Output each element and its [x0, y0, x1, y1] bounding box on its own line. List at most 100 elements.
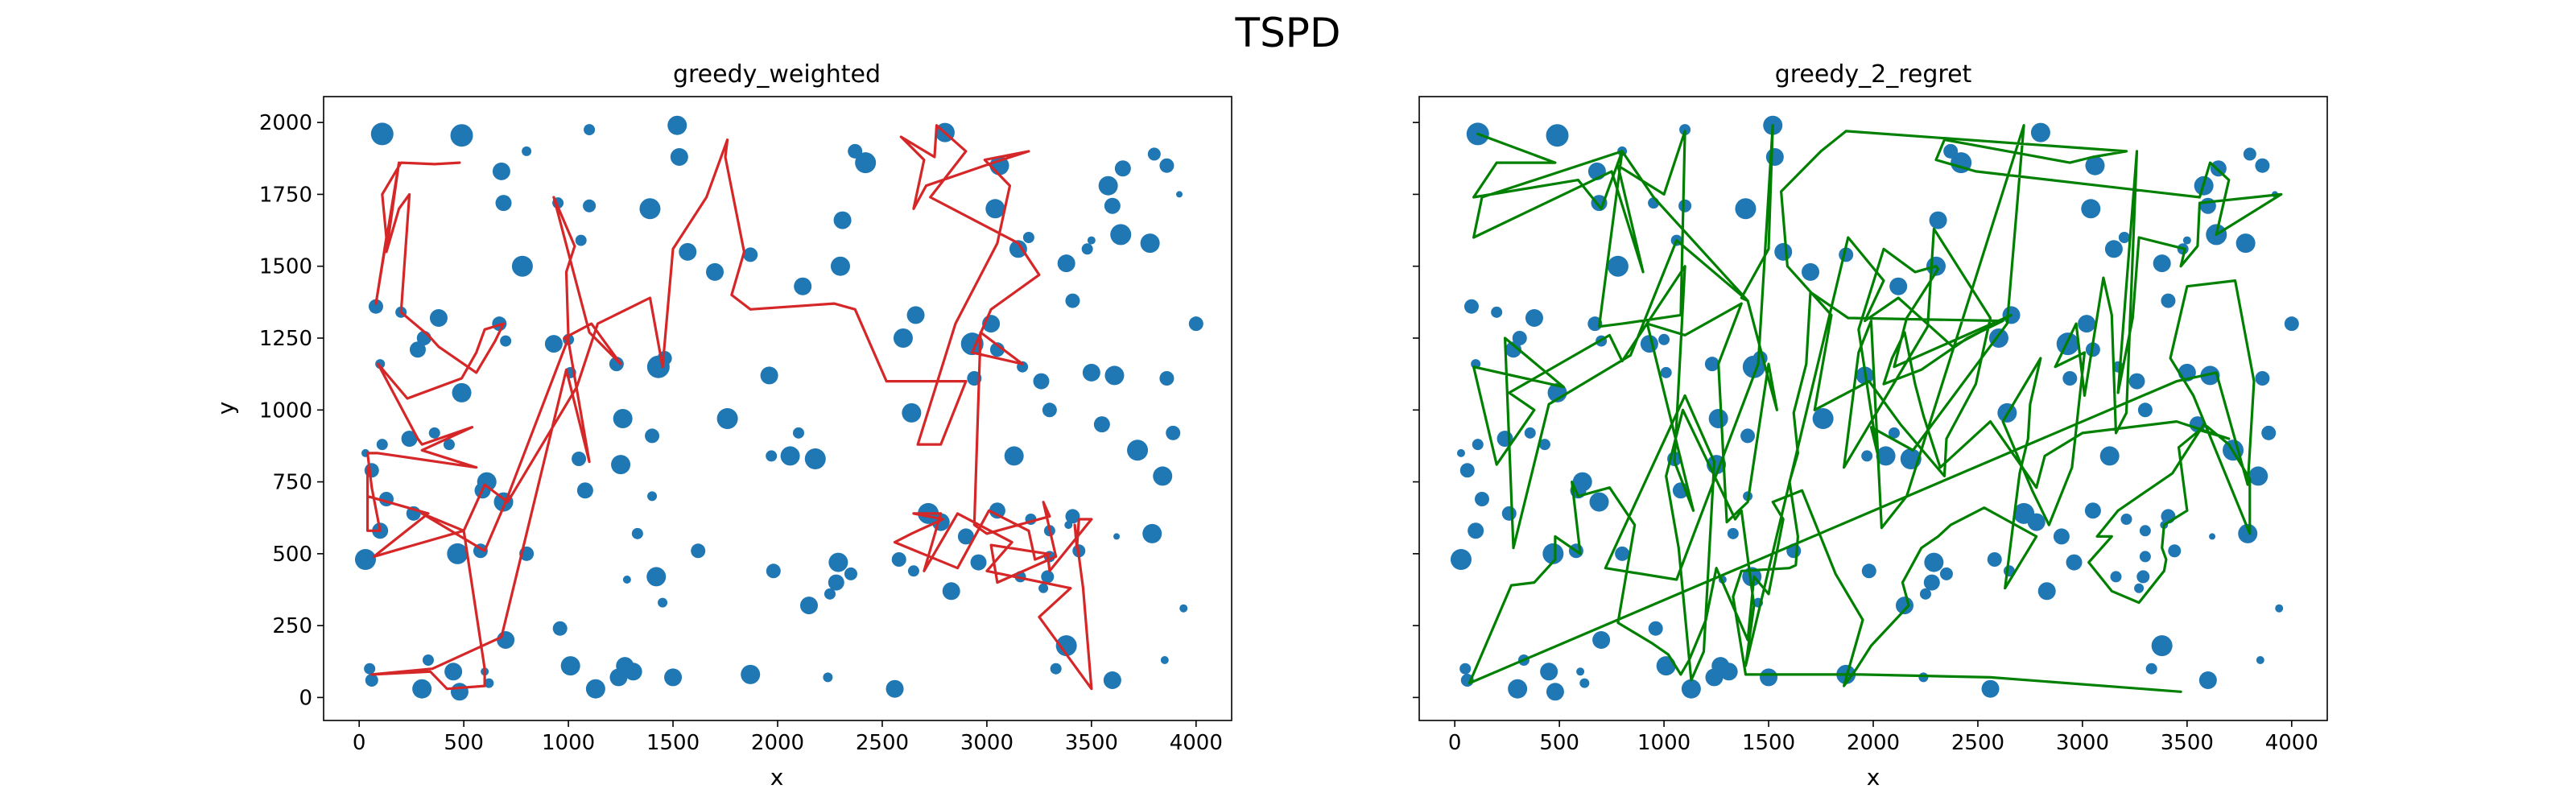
y-tick-label: 500	[272, 543, 312, 567]
scatter-point	[1924, 552, 1944, 572]
scatter-point	[609, 357, 624, 372]
scatter-point	[2275, 604, 2284, 613]
scatter-point	[1104, 197, 1121, 214]
scatter-point	[450, 683, 469, 701]
x-tick-label: 1000	[542, 731, 595, 755]
x-tick-label: 3000	[960, 731, 1013, 755]
scatter-point	[2134, 583, 2145, 593]
scatter-point	[664, 668, 683, 687]
scatter-point	[766, 450, 778, 462]
scatter-point	[560, 656, 580, 676]
scatter-point	[2030, 122, 2050, 142]
scatter-point	[679, 242, 697, 261]
scatter-point	[500, 335, 512, 347]
scatter-point	[741, 664, 761, 684]
scatter-point	[1660, 366, 1672, 378]
route-line	[1468, 124, 2283, 693]
scatter-point	[2238, 523, 2258, 543]
scatter-point	[443, 439, 455, 451]
scatter-point	[1546, 683, 1564, 701]
scatter-point	[572, 452, 587, 466]
scatter-point	[1981, 679, 2000, 698]
scatter-point	[2243, 147, 2256, 161]
scatter-point	[576, 482, 593, 499]
scatter-point	[1472, 439, 1484, 451]
scatter-point	[1166, 425, 1181, 440]
scatter-point	[1463, 299, 1479, 314]
scatter-point	[1110, 224, 1132, 246]
scatter-point	[1679, 124, 1691, 136]
scatter-point	[492, 162, 510, 180]
scatter-point	[1038, 583, 1049, 593]
figure-title: TSPD	[1235, 10, 1341, 56]
scatter-point	[886, 679, 904, 698]
scatter-point	[2168, 544, 2182, 558]
scatter-point	[1064, 521, 1073, 530]
scatter-point	[799, 597, 818, 615]
scatter-point	[376, 439, 388, 451]
scatter-point	[1861, 450, 1873, 462]
scatter-point	[611, 455, 631, 475]
scatter-point	[1147, 147, 1161, 161]
scatter-point	[716, 408, 738, 429]
x-tick-label: 3500	[1065, 731, 1118, 755]
scatter-point	[1615, 546, 1630, 561]
y-tick-label: 0	[299, 686, 312, 710]
scatter-point	[1033, 373, 1050, 390]
scatter-point	[1919, 588, 1931, 600]
x-tick-label: 3500	[2161, 731, 2214, 755]
scatter-point	[1508, 679, 1528, 699]
scatter-point	[495, 195, 512, 212]
scatter-point	[1009, 240, 1027, 258]
axes-right-title: greedy_2_regret	[1775, 60, 1972, 89]
scatter-point	[452, 382, 472, 402]
scatter-point	[907, 565, 919, 577]
scatter-point	[780, 446, 800, 466]
scatter-point	[2209, 533, 2216, 540]
scatter-point	[2099, 446, 2120, 466]
scatter-point	[412, 679, 432, 699]
scatter-point	[1658, 333, 1670, 345]
scatter-point	[1542, 543, 1564, 564]
scatter-point	[1103, 671, 1121, 689]
scatter-point	[2255, 371, 2270, 386]
x-tick-label: 1500	[1742, 731, 1795, 755]
scatter-point	[1188, 316, 1203, 332]
scatter-point	[1774, 242, 1793, 261]
y-tick-label: 250	[272, 614, 312, 638]
scatter-point	[575, 234, 587, 246]
scatter-point	[2078, 315, 2096, 333]
scatter-point	[1540, 663, 1558, 681]
x-tick-label: 4000	[1170, 731, 1223, 755]
scatter-point	[646, 567, 667, 587]
scatter-point	[1505, 341, 1521, 358]
x-tick-label: 500	[444, 731, 484, 755]
y-tick-label: 1750	[259, 183, 312, 207]
scatter-point	[2085, 155, 2105, 175]
scatter-point	[544, 335, 563, 353]
x-tick-label: 2500	[1951, 731, 2004, 755]
scatter-point	[2235, 233, 2256, 254]
scatter-point	[622, 576, 631, 584]
scatter-point	[989, 342, 1005, 357]
scatter-point	[1525, 309, 1543, 327]
scatter-point	[760, 366, 778, 385]
scatter-point	[1114, 160, 1131, 177]
scatter-point	[444, 663, 463, 681]
scatter-point	[2200, 365, 2220, 386]
scatter-point	[1929, 211, 1947, 229]
scatter-point	[2145, 663, 2157, 675]
scatter-point	[970, 554, 987, 571]
scatter-point	[1648, 621, 1663, 636]
scatter-point	[2081, 199, 2101, 219]
x-tick-label: 1500	[646, 731, 700, 755]
y-tick-label: 1000	[259, 398, 312, 423]
scatter-point	[743, 247, 758, 262]
scatter-point	[833, 211, 852, 229]
axes-left-title: greedy_weighted	[673, 60, 881, 89]
scatter-point	[828, 574, 844, 591]
scatter-point	[2084, 502, 2101, 519]
scatter-point	[1678, 199, 1692, 213]
scatter-point	[830, 256, 850, 276]
